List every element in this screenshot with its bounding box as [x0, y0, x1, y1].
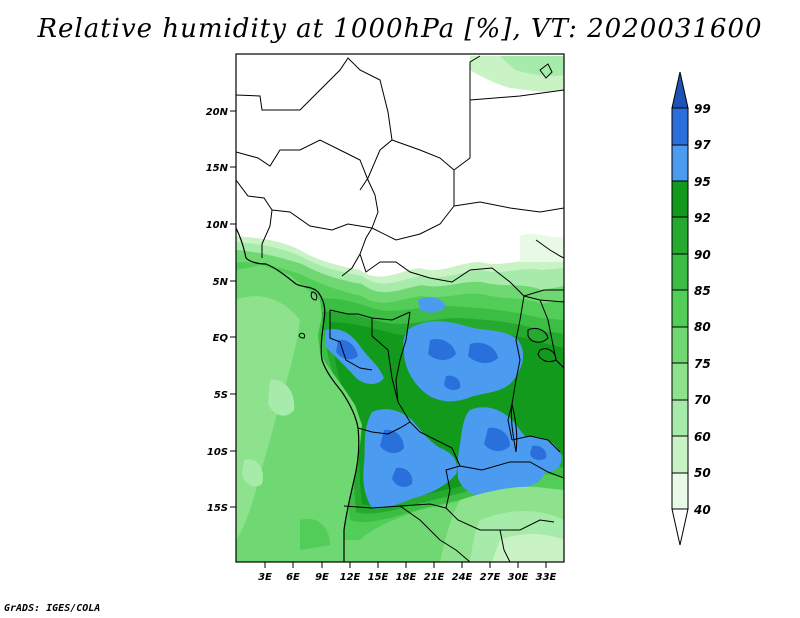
- colorbar-label: 92: [694, 211, 711, 225]
- colorbar-label: 50: [694, 466, 711, 480]
- colorbar-label: 90: [694, 248, 711, 262]
- lon-label: 33E: [536, 572, 557, 583]
- lat-label: 10N: [206, 220, 229, 231]
- lon-label: 27E: [480, 572, 501, 583]
- colorbar-label: 70: [694, 393, 711, 407]
- colorbar-label: 40: [693, 503, 711, 517]
- colorbar-top-arrow: [671, 71, 689, 109]
- lat-label: 10S: [207, 447, 228, 458]
- colorbar-segment: [671, 326, 689, 364]
- map-title: Relative humidity at 1000hPa [%], VT: 20…: [37, 14, 763, 44]
- lon-label: 3E: [258, 572, 272, 583]
- colorbar-segment: [671, 399, 689, 437]
- lat-label: 5S: [214, 390, 228, 401]
- lon-label: 6E: [286, 572, 300, 583]
- colorbar-segment: [671, 216, 689, 255]
- colorbar-segment: [671, 435, 689, 474]
- grads-credit: GrADS: IGES/COLA: [4, 603, 101, 614]
- colorbar-bottom-arrow: [671, 508, 689, 546]
- lon-label: 15E: [368, 572, 389, 583]
- colorbar-segment: [671, 180, 689, 218]
- lat-label: 15N: [206, 163, 229, 174]
- colorbar-label: 75: [694, 357, 711, 371]
- map-panel: 20N 15N 10N 5N EQ 5S 10S 15S 3E 6E 9E 12…: [206, 53, 565, 583]
- latitude-axis: 20N 15N 10N 5N EQ 5S 10S 15S: [206, 107, 236, 514]
- colorbar-segment: [671, 107, 689, 146]
- colorbar-segment: [671, 472, 689, 510]
- colorbar-label: 97: [694, 138, 711, 152]
- lon-label: 30E: [508, 572, 529, 583]
- colorbar-label: 95: [694, 175, 711, 189]
- lon-label: 12E: [340, 572, 361, 583]
- colorbar-segment: [671, 253, 689, 291]
- colorbar-segment: [671, 362, 689, 401]
- lat-label: 20N: [206, 107, 229, 118]
- lat-label: EQ: [213, 333, 229, 344]
- colorbar-segment: [671, 144, 689, 182]
- colorbar-segment: [671, 289, 689, 328]
- colorbar-label: 99: [694, 102, 711, 116]
- lon-label: 21E: [424, 572, 445, 583]
- lat-label: 5N: [213, 277, 229, 288]
- lon-label: 18E: [396, 572, 417, 583]
- lat-label: 15S: [207, 503, 228, 514]
- colorbar-label: 80: [694, 320, 711, 334]
- coastline-and-borders: [236, 55, 564, 562]
- map-frame: [235, 53, 565, 563]
- colorbar: 99 97 95 92 90 85 80 75 70 60 50 40: [671, 71, 711, 546]
- colorbar-label: 60: [694, 430, 711, 444]
- colorbar-label: 85: [694, 284, 711, 298]
- longitude-axis: 3E 6E 9E 12E 15E 18E 21E 24E 27E 30E 33E: [258, 562, 557, 583]
- lon-label: 24E: [452, 572, 473, 583]
- lon-label: 9E: [315, 572, 329, 583]
